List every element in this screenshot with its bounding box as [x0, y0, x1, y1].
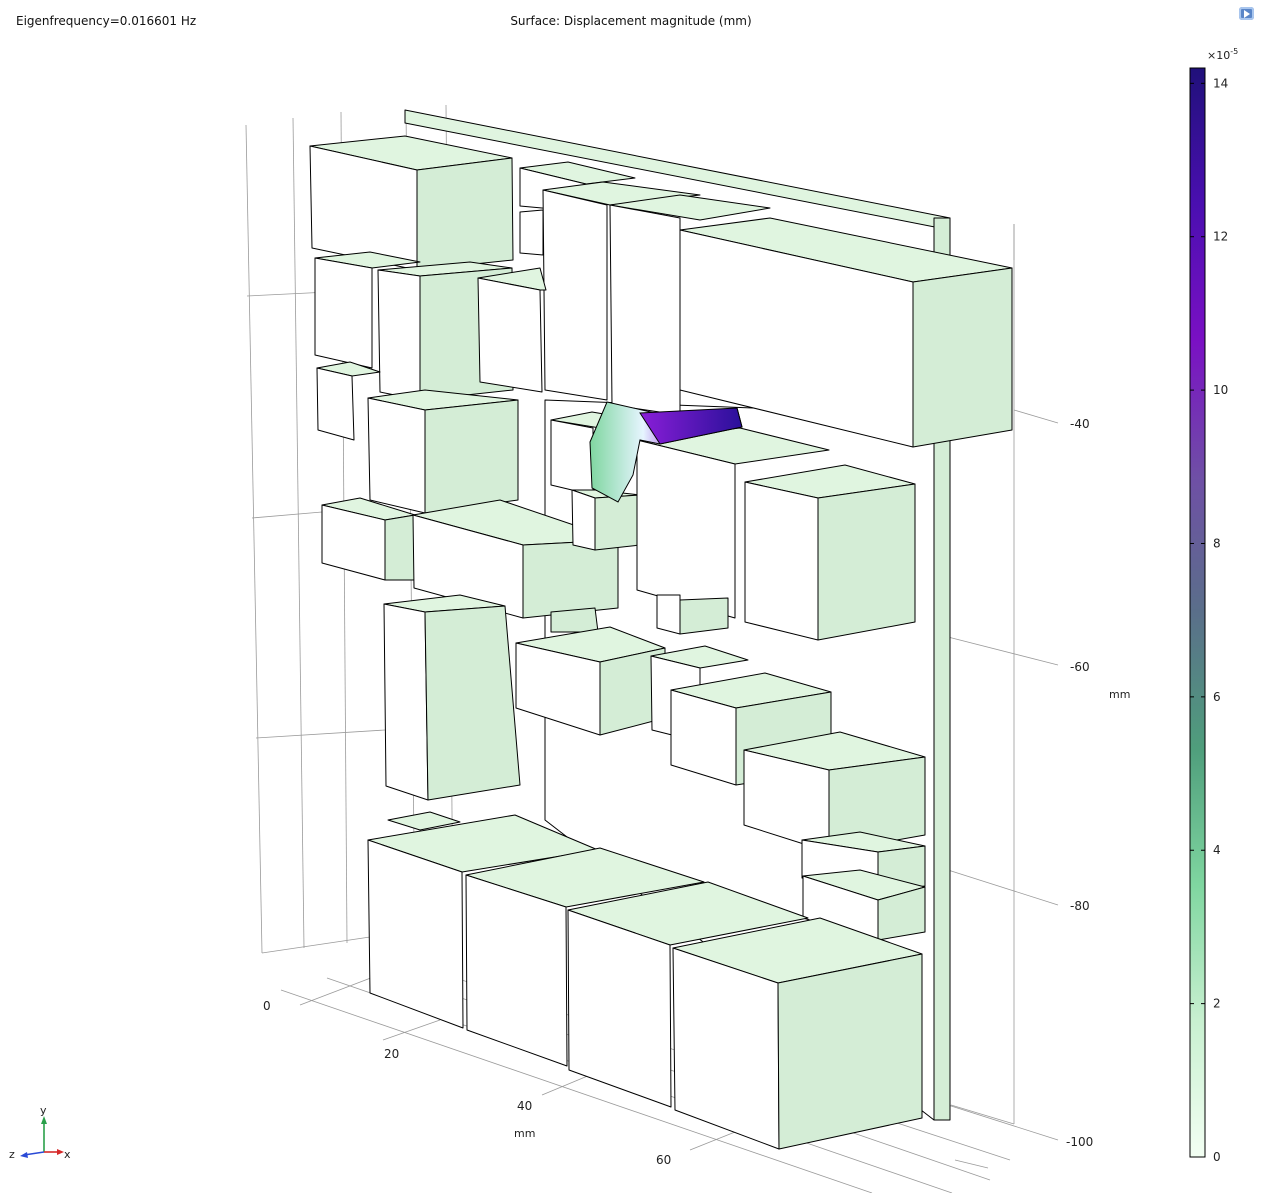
- component-face-12: [609, 204, 681, 416]
- x-axis-unit: mm: [514, 1127, 535, 1140]
- plot-title: Surface: Displacement magnitude (mm): [510, 14, 752, 28]
- component-face-10: [542, 189, 608, 401]
- component-face-43: [817, 483, 916, 641]
- component-face-8: [519, 209, 544, 256]
- y-axis: -40 -60 -80 -100 mm: [1066, 417, 1130, 1149]
- x-arrow-icon: [57, 1149, 64, 1155]
- colorbar-tick-14: 14: [1213, 76, 1228, 90]
- component-face-49: [550, 607, 599, 633]
- component-face-71: [465, 874, 568, 1067]
- component-face-5: [416, 157, 514, 271]
- component-face-75: [672, 947, 780, 1150]
- x-tick-20: 20: [384, 1047, 399, 1061]
- y-tick-minus-100: -100: [1066, 1135, 1093, 1149]
- colorbar-tick-10: 10: [1213, 383, 1228, 397]
- x-tick-0: 0: [263, 999, 271, 1013]
- x-tick-40: 40: [517, 1099, 532, 1113]
- component-face-40: [636, 439, 736, 619]
- colorbar-tick-8: 8: [1213, 536, 1221, 550]
- colorbar-tick-4: 4: [1213, 843, 1221, 857]
- colorbar-tick-12: 12: [1213, 230, 1228, 244]
- component-face-66: [877, 886, 926, 941]
- component-face-26: [367, 397, 426, 514]
- component-face-19: [377, 269, 421, 401]
- x-axis: 0 20 40 60 mm: [263, 999, 671, 1167]
- colorbar: ×10-5 14 12 10 8 6 4 2 0: [1189, 47, 1238, 1164]
- component-face-30: [384, 514, 416, 581]
- component-face-60: [828, 756, 926, 853]
- colorbar-tick-6: 6: [1213, 690, 1221, 704]
- component-face-38: [594, 494, 641, 551]
- axis-triad: y x z: [9, 1104, 71, 1161]
- component-face-69: [367, 839, 464, 1029]
- triad-x-label: x: [64, 1148, 71, 1161]
- y-tick-minus-80: -80: [1070, 899, 1090, 913]
- x-tick-60: 60: [656, 1153, 671, 1167]
- component-face-48: [424, 605, 521, 801]
- component-face-37: [571, 489, 596, 551]
- component-face-76: [777, 953, 923, 1150]
- colorbar-tick-0: 0: [1213, 1150, 1221, 1164]
- component-face-47: [383, 603, 429, 801]
- y-tick-minus-60: -60: [1070, 660, 1090, 674]
- component-face-24: [316, 367, 355, 441]
- y-arrow-icon: [41, 1116, 47, 1124]
- circuit-board-model: [309, 109, 1013, 1150]
- component-face-67: [387, 811, 461, 831]
- z-arrow-icon: [20, 1152, 28, 1158]
- y-axis-unit: mm: [1109, 688, 1130, 701]
- component-face-42: [744, 481, 819, 641]
- component-face-33: [522, 539, 619, 619]
- comsol-logo-icon: [1239, 7, 1254, 20]
- colorbar-multiplier: ×10-5: [1207, 47, 1238, 62]
- component-face-45: [679, 597, 729, 635]
- component-face-44: [656, 594, 681, 635]
- component-face-17: [314, 257, 373, 369]
- component-face-35: [550, 419, 594, 496]
- component-face-11: [609, 194, 771, 221]
- y-tick-minus-40: -40: [1070, 417, 1090, 431]
- eigenfrequency-label: Eigenfrequency=0.016601 Hz: [16, 14, 197, 28]
- component-face-73: [567, 909, 672, 1108]
- component-face-15: [912, 267, 1013, 448]
- triad-z-label: z: [9, 1148, 15, 1161]
- component-face-22: [477, 277, 543, 393]
- colorbar-gradient: [1189, 67, 1206, 1158]
- colorbar-tick-2: 2: [1213, 997, 1221, 1011]
- triad-y-label: y: [40, 1104, 47, 1117]
- component-face-27: [424, 399, 519, 514]
- deformed-component: [589, 401, 743, 503]
